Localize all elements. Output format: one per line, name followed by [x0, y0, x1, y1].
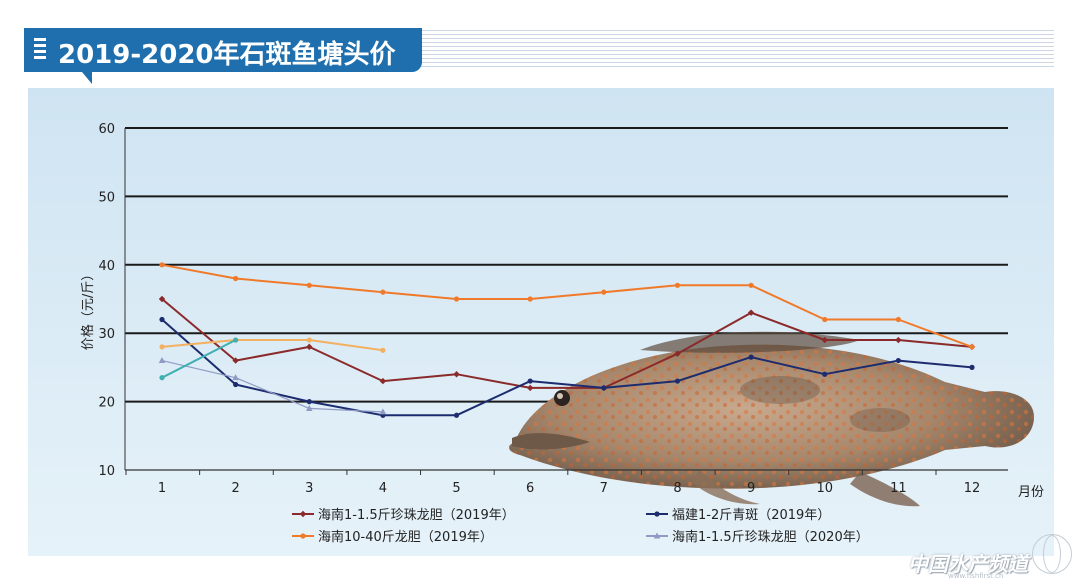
series-line-3: [161, 360, 383, 413]
point-s0-2: [306, 343, 313, 351]
page-title: 2019-2020年石斑鱼塘头价: [58, 40, 396, 70]
x-tick-label-4: 4: [379, 481, 387, 496]
point-s0-8: [747, 309, 755, 316]
x-tick-label-9: 9: [747, 481, 755, 496]
point-s3-1: [232, 374, 239, 381]
x-tick-label-2: 2: [231, 481, 239, 496]
point-s3-3: [379, 408, 387, 415]
point-s0-10: [895, 336, 902, 344]
y-tick-label-60: 60: [98, 122, 115, 137]
watermark-url: www.fishfirst.cn: [948, 572, 1004, 580]
legend: 海南1-1.5斤珍珠龙胆（2019年） 福建1-2斤青斑（2019年） 海南10-4…: [292, 507, 869, 545]
x-tick-label-12: 12: [964, 481, 981, 496]
x-tick-label-3: 3: [305, 481, 313, 496]
series-line-1: [161, 318, 973, 417]
y-tick-label-20: 20: [98, 396, 115, 411]
x-tick-label-10: 10: [816, 481, 833, 496]
y-tick-label-10: 10: [98, 464, 115, 479]
x-tick-label-5: 5: [452, 481, 460, 496]
series-line-4: [161, 339, 384, 352]
point-s2-9: [822, 316, 828, 323]
point-s1-6: [601, 385, 607, 391]
x-axis-label: 月份: [1018, 485, 1044, 500]
series-lines: [158, 262, 976, 418]
legend-label-0: 海南1-1.5斤珍珠龙胆（2019年）: [318, 507, 515, 523]
point-s0-3: [379, 377, 387, 385]
series-line-0: [161, 298, 973, 389]
watermark: 中国水产频道: [908, 552, 1028, 576]
x-tick-label-8: 8: [673, 481, 681, 496]
point-s1-7: [674, 378, 681, 384]
chart-panel: [28, 88, 1054, 556]
x-tick-label-6: 6: [526, 481, 534, 496]
legend-marker-3: [653, 532, 661, 539]
x-tick-label-11: 11: [890, 481, 907, 496]
point-s4-0: [159, 344, 165, 350]
series-line-2: [161, 263, 973, 348]
x-tick-label-7: 7: [600, 481, 608, 496]
point-s5-0: [159, 375, 165, 381]
point-s0-5: [526, 384, 534, 392]
banner-stripe-icon: [34, 38, 46, 62]
point-s2-11: [969, 344, 975, 350]
point-s2-2: [306, 282, 312, 288]
point-s1-0: [159, 316, 165, 323]
point-s4-3: [380, 347, 386, 353]
point-s2-6: [601, 289, 607, 295]
point-s2-5: [527, 296, 533, 302]
point-s0-0: [158, 295, 166, 303]
point-s0-9: [821, 336, 828, 344]
point-s2-3: [380, 289, 386, 295]
point-s1-2: [306, 399, 312, 405]
point-s1-10: [895, 357, 901, 364]
point-s4-2: [306, 337, 312, 343]
y-tick-label-30: 30: [98, 327, 115, 342]
point-s1-1: [233, 381, 239, 388]
point-s2-1: [233, 275, 239, 282]
legend-marker-1: [654, 511, 660, 517]
title-banner: 2019-2020年石斑鱼塘头价: [24, 28, 422, 84]
banner-notch: [82, 72, 92, 84]
point-s0-1: [232, 357, 239, 364]
legend-label-3: 海南1-1.5斤珍珠龙胆（2020年）: [672, 529, 869, 545]
x-tick-label-1: 1: [158, 481, 166, 496]
legend-marker-2: [300, 533, 306, 539]
point-s2-0: [159, 262, 165, 268]
point-s1-4: [453, 412, 460, 418]
point-s1-5: [527, 378, 533, 384]
point-s1-9: [822, 371, 828, 377]
y-tick-label-50: 50: [98, 190, 115, 205]
point-s0-7: [674, 350, 681, 357]
point-s0-4: [453, 371, 460, 378]
legend-label-1: 福建1-2斤青斑（2019年）: [672, 508, 830, 523]
point-s5-1: [233, 337, 239, 343]
legend-marker-0: [299, 510, 307, 518]
point-s2-7: [674, 282, 681, 288]
point-s3-0: [158, 357, 166, 364]
globe-icon: [1032, 534, 1072, 574]
header-decoration-lines: [418, 30, 1054, 70]
y-tick-label-40: 40: [98, 259, 115, 274]
y-axis-label: 价格（元/斤）: [80, 268, 96, 350]
point-s1-11: [969, 364, 975, 370]
point-s2-4: [453, 296, 460, 302]
point-s1-8: [748, 354, 754, 360]
series-line-5: [161, 339, 237, 379]
point-s3-2: [305, 404, 313, 411]
point-s2-8: [748, 282, 754, 288]
legend-label-2: 海南10-40斤龙胆（2019年）: [318, 529, 493, 545]
point-s2-10: [895, 316, 901, 323]
grouper-fish-image: [508, 331, 1035, 507]
